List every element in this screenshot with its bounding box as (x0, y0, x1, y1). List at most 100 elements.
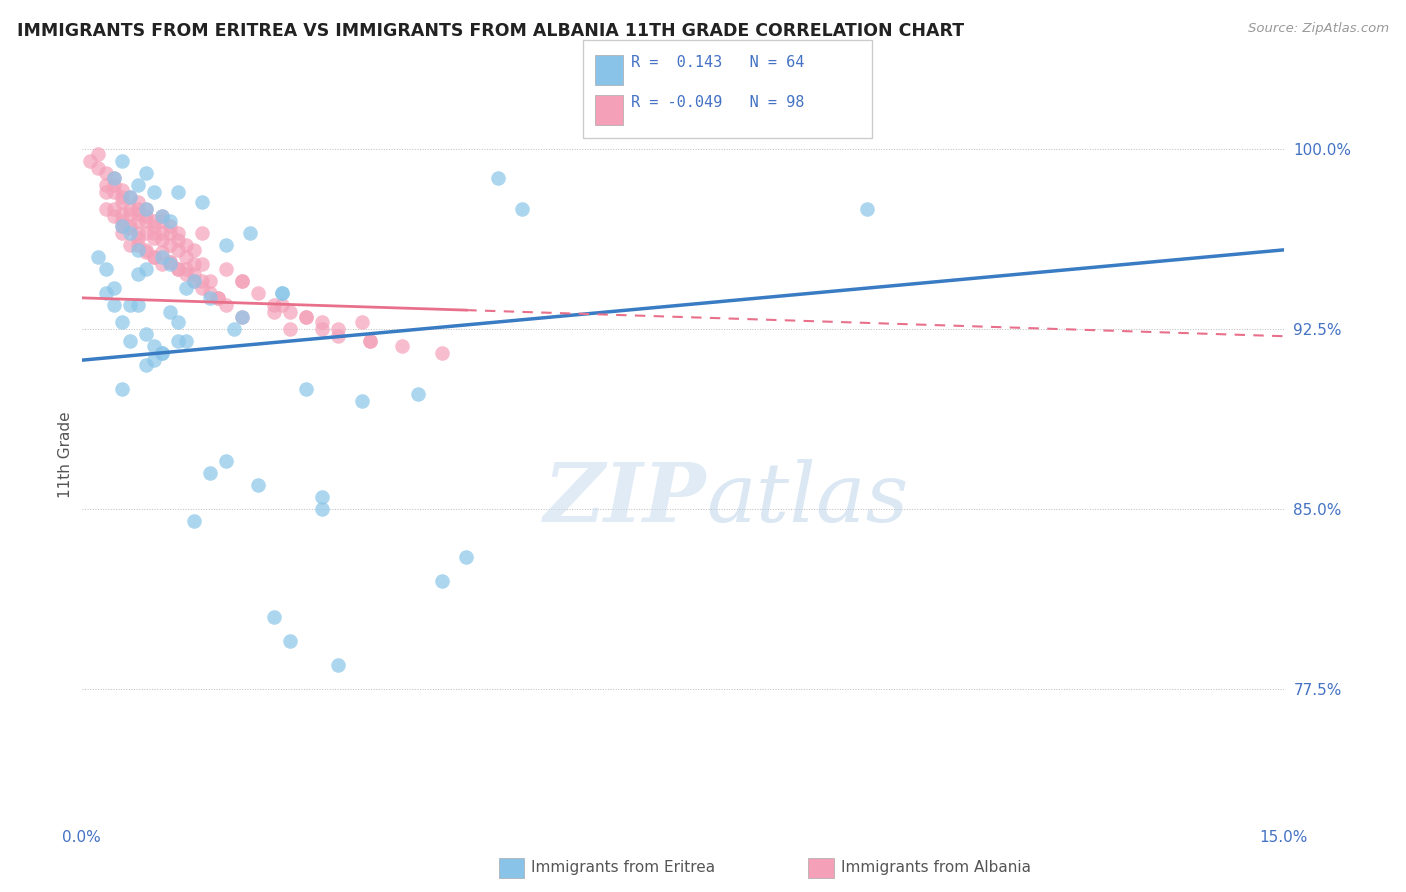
Point (198, 286, 221, 301)
Point (174, 334, 197, 348)
Point (263, 298, 285, 312)
Point (159, 238, 181, 252)
Point (150, 257, 173, 271)
Point (142, 219, 165, 233)
Point (111, 194, 132, 209)
Point (118, 238, 141, 252)
Point (391, 339, 413, 353)
Text: ZIP: ZIP (544, 458, 707, 539)
Point (198, 274, 221, 288)
Text: atlas: atlas (707, 458, 910, 539)
Point (311, 322, 333, 336)
Point (94, 202, 117, 216)
Point (352, 394, 374, 409)
Point (150, 209, 173, 223)
Point (111, 190, 132, 204)
Point (198, 291, 221, 305)
Point (166, 226, 188, 240)
Point (94, 166, 117, 180)
Point (174, 250, 197, 264)
Point (103, 186, 125, 200)
Point (94, 186, 117, 200)
Point (207, 291, 229, 305)
Point (150, 233, 173, 247)
Text: Immigrants from Albania: Immigrants from Albania (841, 861, 1031, 875)
Point (311, 315, 333, 329)
Point (111, 214, 132, 228)
Point (246, 286, 269, 301)
Point (174, 262, 197, 277)
Point (150, 226, 173, 240)
Point (103, 209, 125, 223)
Point (159, 214, 181, 228)
Point (118, 298, 141, 312)
Point (135, 358, 157, 372)
Point (183, 274, 205, 288)
Point (456, 549, 478, 564)
Point (263, 305, 285, 319)
Point (103, 178, 125, 193)
Point (222, 322, 245, 336)
Point (86, 250, 108, 264)
Point (127, 267, 149, 281)
Point (135, 202, 157, 216)
Point (142, 226, 165, 240)
Point (111, 219, 132, 233)
Point (127, 202, 149, 216)
Point (270, 286, 294, 301)
Point (432, 574, 454, 588)
Point (103, 298, 125, 312)
Point (270, 298, 294, 312)
Point (135, 214, 157, 228)
Point (118, 190, 141, 204)
Point (159, 257, 181, 271)
Point (127, 238, 149, 252)
Point (150, 214, 173, 228)
Point (191, 257, 214, 271)
Point (127, 298, 149, 312)
Point (135, 262, 157, 277)
Point (359, 334, 381, 348)
Point (150, 245, 173, 260)
Point (432, 346, 454, 360)
Point (127, 214, 149, 228)
Point (135, 202, 157, 216)
Point (142, 250, 165, 264)
Point (94, 286, 117, 301)
Point (278, 633, 301, 648)
Point (166, 315, 188, 329)
Point (118, 334, 141, 348)
Point (231, 274, 253, 288)
Point (86, 147, 108, 161)
Point (135, 243, 157, 257)
Point (512, 202, 534, 216)
Point (174, 267, 197, 281)
Point (103, 170, 125, 185)
Point (278, 322, 301, 336)
Point (142, 214, 165, 228)
Point (326, 329, 349, 343)
Point (215, 454, 238, 468)
Point (142, 231, 165, 245)
Point (174, 238, 197, 252)
Point (246, 478, 269, 492)
Point (191, 281, 214, 295)
Point (295, 310, 318, 324)
Point (79, 154, 101, 169)
Point (191, 274, 214, 288)
Point (486, 170, 509, 185)
Point (127, 243, 149, 257)
Text: IMMIGRANTS FROM ERITREA VS IMMIGRANTS FROM ALBANIA 11TH GRADE CORRELATION CHART: IMMIGRANTS FROM ERITREA VS IMMIGRANTS FR… (17, 22, 965, 40)
Point (159, 255, 181, 269)
Point (295, 382, 318, 396)
Point (142, 353, 165, 368)
Point (159, 226, 181, 240)
Point (174, 281, 197, 295)
Point (118, 190, 141, 204)
Point (127, 231, 149, 245)
Point (150, 250, 173, 264)
Point (326, 657, 349, 672)
Point (159, 219, 181, 233)
Point (150, 346, 173, 360)
Point (231, 274, 253, 288)
